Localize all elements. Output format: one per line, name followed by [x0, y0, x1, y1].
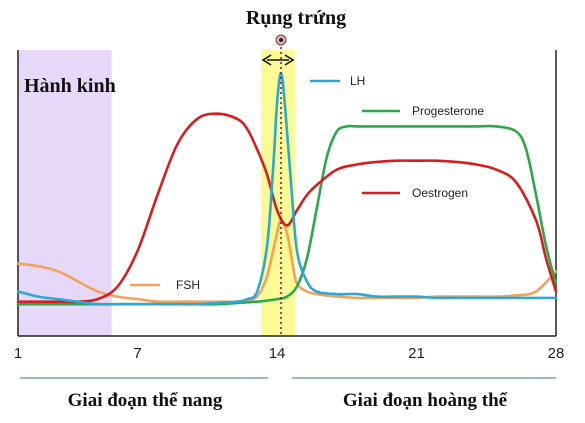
phase-label: Giai đoạn thể nang: [68, 390, 223, 411]
x-tick-labels: 1 7 14 21 28: [14, 345, 565, 362]
legend: LH Progesterone Oestrogen FSH: [130, 74, 484, 292]
legend-label-progesterone: Progesterone: [412, 104, 484, 118]
series-line-oestrogen: [16, 112, 558, 304]
legend-label-lh: LH: [350, 74, 365, 88]
menstruation-label: Hành kinh: [24, 75, 116, 97]
menstruation-band: [18, 50, 112, 336]
x-tick-label: 1: [14, 345, 22, 362]
chart-title: Rụng trứng: [246, 7, 346, 29]
legend-label-oestrogen: Oestrogen: [412, 186, 468, 200]
ovulation-double-arrow-icon: [261, 54, 295, 66]
ovulation-marker-dot-icon: [279, 38, 284, 42]
x-tick-label: 7: [133, 345, 141, 362]
x-tick-label: 28: [548, 345, 565, 362]
x-tick-label: 14: [269, 345, 286, 362]
phase-label: Giai đoạn hoàng thể: [343, 390, 508, 411]
x-tick-label: 21: [408, 345, 425, 362]
legend-label-fsh: FSH: [176, 278, 200, 292]
phase-labels: Giai đoạn thể nang Giai đoạn hoàng thể: [20, 377, 556, 411]
